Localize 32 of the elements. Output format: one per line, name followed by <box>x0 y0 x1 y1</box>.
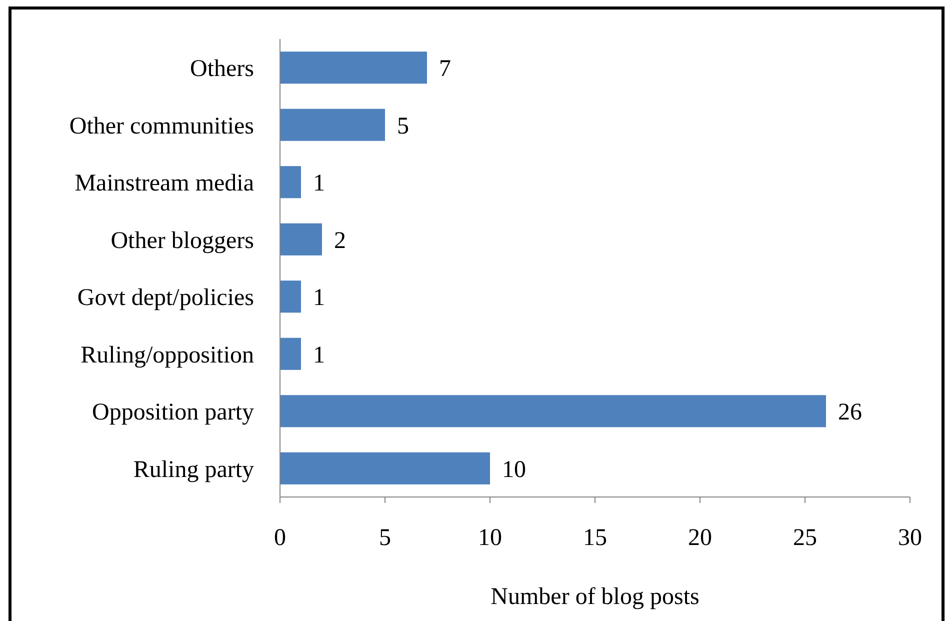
data-label: 1 <box>313 170 325 197</box>
bar <box>280 223 322 256</box>
bar <box>280 395 826 428</box>
bar <box>280 338 301 370</box>
data-label: 5 <box>397 113 409 140</box>
data-label: 1 <box>313 285 325 312</box>
data-label: 2 <box>334 228 346 254</box>
bar <box>280 452 490 484</box>
y-tick-label: Others <box>190 56 254 82</box>
y-tick-label: Opposition party <box>92 400 254 426</box>
y-tick-label: Govt dept/policies <box>77 285 254 312</box>
bar <box>280 52 427 84</box>
x-tick-label: 5 <box>379 525 391 551</box>
bar <box>280 166 301 198</box>
bar <box>280 108 385 141</box>
x-tick-label: 20 <box>688 525 712 551</box>
bar <box>280 280 301 313</box>
x-tick-label: 30 <box>898 525 922 551</box>
y-tick-label: Ruling/opposition <box>80 342 254 368</box>
x-tick-label: 15 <box>583 525 607 551</box>
data-label: 7 <box>439 56 451 82</box>
y-tick-label: Other communities <box>69 113 254 140</box>
data-label: 1 <box>313 342 325 368</box>
y-tick-label: Other bloggers <box>110 228 254 254</box>
x-tick-label: 25 <box>793 525 817 551</box>
x-axis-title: Number of blog posts <box>490 584 700 610</box>
data-label: 10 <box>502 456 526 483</box>
y-tick-label: Ruling party <box>133 456 254 483</box>
x-tick-label: 10 <box>478 525 502 551</box>
y-tick-label: Mainstream media <box>74 170 254 197</box>
x-tick-label: 0 <box>274 525 286 551</box>
data-label: 26 <box>838 400 862 426</box>
